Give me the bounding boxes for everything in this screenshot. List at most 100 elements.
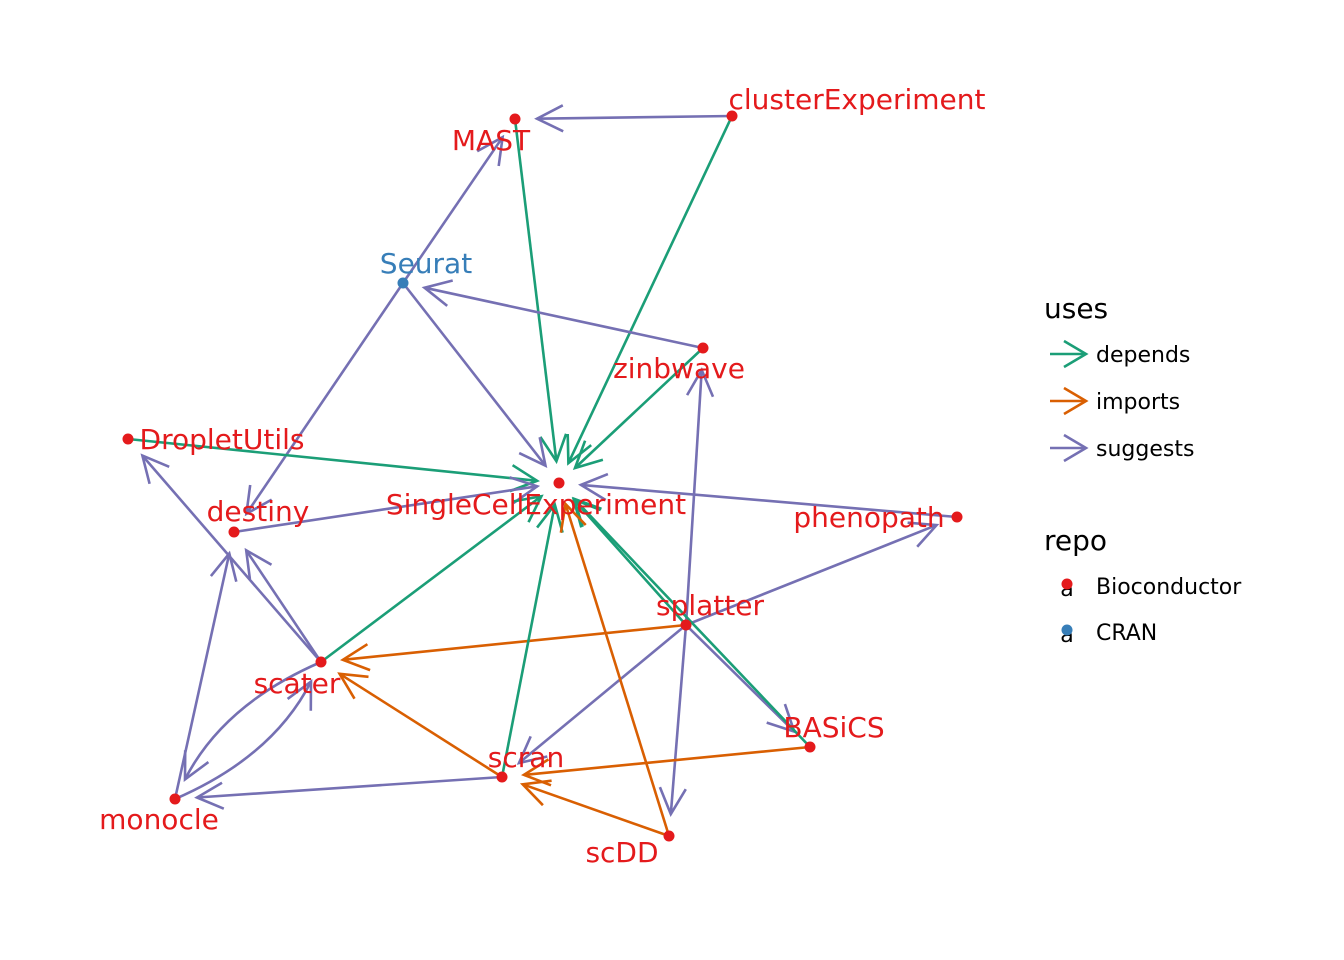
edge-MAST-to-SingleCellExperiment-arrowhead [539,433,568,465]
edge-splatter-to-phenopath-arrowhead [907,521,940,548]
edge-scater-to-DropletUtils-arrowhead [140,453,170,485]
edge-phenopath-to-SingleCellExperiment-line [580,483,958,519]
node-splatter: splatter [656,589,764,631]
node-DropletUtils: DropletUtils [122,423,305,456]
node-phenopath: phenopath [793,501,963,534]
edge-splatter-to-scDD-line [669,624,688,815]
node-point-destiny [228,526,240,538]
edge-monocle-to-destiny-line [173,553,231,800]
edge-scater-to-monocle-line [183,660,322,780]
node-label-scater: scater [254,667,341,700]
node-point-splatter [680,619,692,631]
edge-splatter-to-BASiCS-line [685,624,796,733]
node-label-DropletUtils: DropletUtils [140,423,305,456]
edge-scater-to-destiny [244,547,323,663]
edge-zinbwave-to-Seurat-line [424,286,704,350]
node-point-scran [496,771,508,783]
edge-splatter-to-zinbwave-line [684,369,703,626]
legend-repo-title: repo [1044,524,1107,557]
legend-key-point-Bioconductor [1061,578,1073,590]
edge-MAST-to-SingleCellExperiment [513,118,568,465]
legend-label-depends: depends [1096,343,1190,368]
node-label-splatter: splatter [656,589,764,622]
legend-label-Bioconductor: Bioconductor [1096,575,1242,600]
edge-scater-to-destiny-arrowhead [244,547,273,580]
edge-splatter-to-zinbwave-arrowhead [685,367,715,398]
edge-Seurat-to-destiny-arrowhead [244,484,273,517]
node-label-zinbwave: zinbwave [613,352,745,385]
edge-splatter-to-scDD-arrowhead [658,786,687,818]
edge-scDD-to-scran [519,779,670,838]
edge-destiny-to-SingleCellExperiment [233,476,541,534]
edge-splatter-to-scran [516,623,687,765]
edge-splatter-to-scran-arrowhead [516,735,548,765]
edge-clusterExperiment-to-SingleCellExperiment-line [567,115,734,464]
node-label-monocle: monocle [99,803,219,836]
node-zinbwave: zinbwave [613,342,745,385]
edge-monocle-to-destiny-arrowhead [209,550,238,583]
edge-Seurat-to-MAST [401,134,505,284]
edge-scran-to-scater-arrowhead [337,672,369,700]
edge-splatter-to-scater-line [342,623,687,662]
edge-zinbwave-to-Seurat [421,279,704,350]
node-point-phenopath [951,511,963,523]
edge-splatter-to-BASiCS [685,624,797,734]
edge-scran-to-scater-line [338,672,503,779]
edge-scater-to-SingleCellExperiment [320,494,544,664]
legend-item-suggests: suggests [1050,433,1194,463]
node-label-Seurat: Seurat [380,247,472,280]
edge-Seurat-to-destiny [244,282,405,517]
edge-destiny-to-SingleCellExperiment-line [233,485,538,534]
edge-scDD-to-SingleCellExperiment [559,501,671,837]
legend-key-point-CRAN [1061,624,1073,636]
node-point-SingleCellExperiment [553,477,565,489]
node-label-SingleCellExperiment: SingleCellExperiment [386,488,686,521]
edge-clusterExperiment-to-MAST [534,104,733,133]
edge-splatter-to-scran-line [518,623,687,765]
node-monocle: monocle [99,793,219,836]
edge-phenopath-to-SingleCellExperiment [578,472,958,519]
edge-scran-to-monocle-arrowhead [194,781,225,810]
edge-Seurat-to-MAST-line [401,136,504,284]
node-SingleCellExperiment: SingleCellExperiment [386,477,686,521]
node-label-MAST: MAST [452,124,531,157]
legend-label-imports: imports [1096,390,1180,415]
edge-zinbwave-to-SingleCellExperiment-line [574,347,704,469]
edge-zinbwave-to-Seurat-arrowhead [421,279,454,307]
edge-scater-to-SingleCellExperiment-line [320,495,543,664]
edge-clusterExperiment-to-MAST-line [536,114,733,120]
edge-Seurat-to-SingleCellExperiment [401,282,548,469]
edge-scater-to-destiny-line [245,549,323,663]
edge-BASiCS-to-scran [521,745,811,787]
edge-Seurat-to-SingleCellExperiment-line [401,282,547,467]
edge-DropletUtils-to-SingleCellExperiment-arrowhead [509,464,540,493]
legend-label-suggests: suggests [1096,437,1194,462]
legend-key-arrowhead-imports [1063,386,1089,416]
node-MAST: MAST [452,113,531,157]
edge-scran-to-SingleCellExperiment-line [500,504,557,778]
edge-scater-to-monocle [183,660,322,782]
edge-scran-to-scater [337,672,503,779]
edge-clusterExperiment-to-SingleCellExperiment-arrowhead [566,433,593,466]
node-point-zinbwave [697,342,709,354]
node-scran: scran [488,741,564,783]
edge-scDD-to-scran-arrowhead [519,779,552,807]
legend-uses-items: depends imports suggests [1050,339,1194,463]
edge-monocle-to-scater-arrowhead [286,679,313,711]
edges-layer [127,104,958,838]
edge-DropletUtils-to-SingleCellExperiment-line [127,437,538,483]
edge-Seurat-to-SingleCellExperiment-arrowhead [518,436,548,469]
node-label-scran: scran [488,741,564,774]
legend-label-CRAN: CRAN [1096,621,1157,646]
edge-splatter-to-phenopath-line [685,523,938,627]
edge-splatter-to-scater-arrowhead [340,643,371,672]
edge-scater-to-SingleCellExperiment-arrowhead [512,494,544,523]
edge-scran-to-SingleCellExperiment [500,501,564,778]
edge-monocle-to-scater-line [174,681,313,801]
edge-phenopath-to-SingleCellExperiment-arrowhead [578,472,609,502]
edge-clusterExperiment-to-SingleCellExperiment [566,115,734,466]
node-label-phenopath: phenopath [793,501,944,534]
legend-item-CRAN: aCRAN [1060,621,1157,648]
node-point-scater [315,656,327,668]
